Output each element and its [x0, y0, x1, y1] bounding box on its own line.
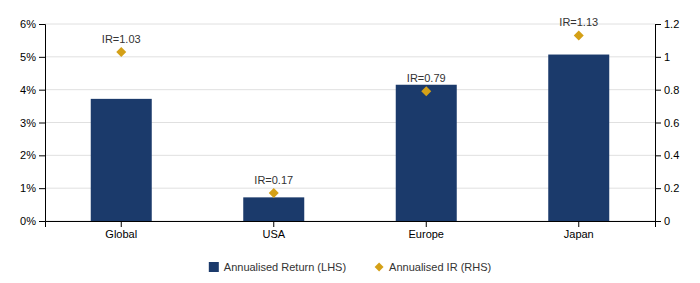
tick-mark	[39, 24, 45, 25]
tick-label: 5%	[20, 51, 36, 63]
legend-label: Annualised IR (RHS)	[389, 261, 491, 273]
tick-label: 4%	[20, 84, 36, 96]
bar	[396, 85, 457, 221]
tick-label: 0.6	[664, 117, 679, 129]
tick-mark	[426, 221, 427, 227]
tick-label: 0	[664, 215, 670, 227]
data-label: IR=1.13	[559, 16, 598, 28]
legend-swatch	[375, 263, 384, 272]
bar	[243, 197, 304, 221]
tick-label: Global	[105, 228, 137, 240]
tick-label: 6%	[20, 18, 36, 30]
tick: 1.2	[655, 18, 679, 30]
plot-area	[91, 30, 610, 221]
tick-mark	[39, 90, 45, 91]
tick-mark	[39, 221, 45, 222]
axis-line	[656, 25, 662, 222]
tick-mark	[273, 221, 274, 227]
legend: Annualised Return (LHS) Annualised IR (RH…	[209, 261, 491, 273]
legend-swatch	[209, 262, 219, 272]
tick: 0.6	[655, 117, 679, 129]
data-label: IR=0.79	[407, 72, 446, 84]
tick-mark	[655, 188, 661, 189]
tick-mark	[39, 188, 45, 189]
y-axis: 0% 1% 2% 3% 4% 5% 6%	[20, 18, 45, 227]
tick-label: Japan	[564, 228, 594, 240]
grid	[45, 24, 655, 221]
tick-mark	[39, 123, 45, 124]
tick: 6%	[20, 18, 45, 30]
point	[116, 47, 126, 57]
tick-label: 1	[664, 51, 670, 63]
x-axis: Global USA Europe Japan	[46, 221, 656, 240]
tick-label: 0.4	[664, 149, 679, 161]
tick-label: USA	[262, 228, 285, 240]
legend-item: Annualised Return (LHS)	[209, 261, 346, 273]
tick-label: 1%	[20, 182, 36, 194]
tick-label: 0%	[20, 215, 36, 227]
axis-line	[39, 25, 46, 222]
tick-mark	[39, 57, 45, 58]
tick: 1%	[20, 182, 45, 194]
y2-axis: 0 0.2 0.4 0.6 0.8 1 1.2	[655, 18, 679, 227]
tick-mark	[655, 24, 661, 25]
bar	[548, 55, 609, 221]
tick: 0.8	[655, 84, 679, 96]
tick: 1	[655, 51, 670, 63]
tick-mark	[655, 155, 661, 156]
tick: 0%	[20, 215, 45, 227]
tick-label: 0.2	[664, 182, 679, 194]
tick-label: Europe	[409, 228, 444, 240]
tick: Japan	[564, 221, 594, 240]
axis-line	[46, 222, 656, 228]
tick-label: 3%	[20, 117, 36, 129]
point	[574, 30, 584, 40]
tick: 3%	[20, 117, 45, 129]
tick-mark	[655, 123, 661, 124]
tick-label: 0.8	[664, 84, 679, 96]
chart: IR=1.03 IR=0.17 IR=0.79 IR=1.13 0% 1% 2% 3% 4% 5%…	[0, 0, 700, 283]
legend-item: Annualised IR (RHS)	[375, 261, 492, 273]
data-label: IR=1.03	[102, 33, 141, 45]
tick-mark	[655, 90, 661, 91]
tick-mark	[578, 221, 579, 227]
tick-label: 2%	[20, 149, 36, 161]
tick-label: 1.2	[664, 18, 679, 30]
tick: 0.2	[655, 182, 679, 194]
tick-mark	[655, 57, 661, 58]
tick: 5%	[20, 51, 45, 63]
data-label: IR=0.17	[254, 174, 293, 186]
tick: Europe	[409, 221, 444, 240]
tick: Global	[105, 221, 137, 240]
point	[421, 86, 431, 96]
tick-mark	[121, 221, 122, 227]
tick: 4%	[20, 84, 45, 96]
tick: 0	[655, 215, 670, 227]
legend-label: Annualised Return (LHS)	[224, 261, 346, 273]
tick-mark	[39, 155, 45, 156]
bar	[91, 99, 152, 221]
data-labels: IR=1.03 IR=0.17 IR=0.79 IR=1.13	[102, 16, 598, 186]
tick: 2%	[20, 149, 45, 161]
point	[269, 188, 279, 198]
tick: USA	[262, 221, 285, 240]
tick: 0.4	[655, 149, 679, 161]
